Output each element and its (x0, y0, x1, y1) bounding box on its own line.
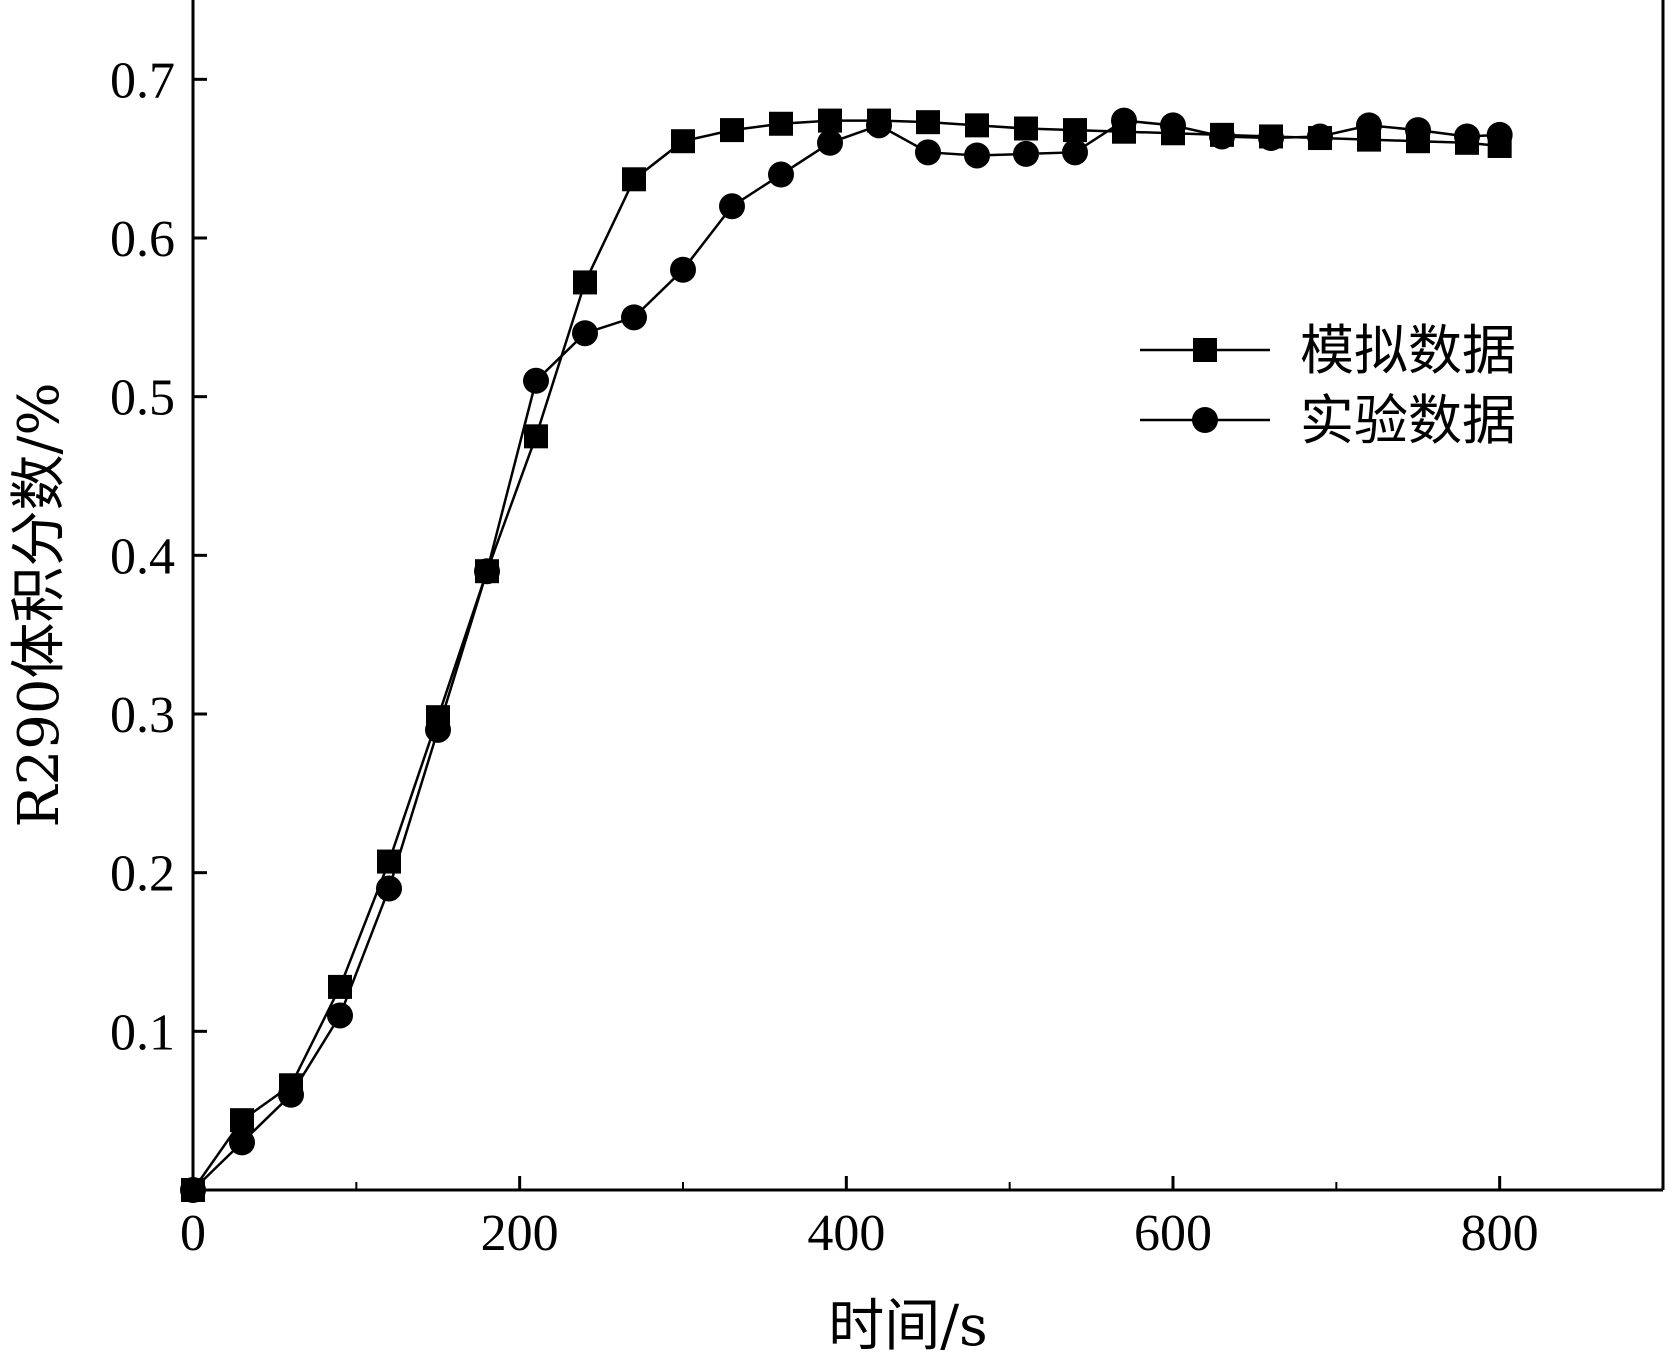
series-line (191, 119, 1500, 1191)
x-tick-label: 0 (180, 1205, 206, 1262)
data-point-circle (1111, 107, 1137, 134)
data-point-circle (180, 1177, 206, 1203)
x-tick-label: 600 (1134, 1205, 1212, 1262)
data-point-circle (1454, 123, 1480, 150)
data-point-circle (229, 1129, 255, 1156)
data-point-square (524, 424, 548, 449)
data-point-circle (523, 367, 549, 394)
data-point-circle (1486, 121, 1513, 148)
data-point-circle (1258, 125, 1284, 152)
legend-circle-marker (1192, 407, 1218, 433)
data-point-square (1063, 118, 1087, 143)
series-line (192, 119, 1500, 1191)
data-point-square (573, 270, 597, 295)
data-point-square (965, 113, 989, 138)
y-tick-label: 0.7 (110, 52, 175, 109)
data-point-circle (964, 142, 990, 169)
legend-square-marker (1193, 338, 1217, 362)
y-axis-title: R290体积分数/% (7, 382, 72, 827)
data-point-circle (327, 1002, 353, 1029)
x-axis-ticks: 0 200 400 600 800 (180, 1176, 1539, 1262)
data-point-circle (1209, 123, 1235, 150)
y-axis-ticks: 0.1 0.2 0.3 0.4 0.5 0.6 0.7 (110, 52, 207, 1061)
data-point-circle (1356, 112, 1382, 139)
data-point-circle (621, 304, 647, 331)
series-layer (180, 107, 1513, 1203)
data-point-circle (572, 320, 598, 347)
data-point-square (720, 118, 744, 143)
data-point-square (671, 129, 695, 154)
data-point-square (818, 108, 842, 133)
data-point-circle (474, 558, 500, 585)
data-point-circle (425, 716, 451, 743)
y-tick-label: 0.5 (110, 370, 175, 427)
x-tick-label: 400 (807, 1205, 885, 1262)
data-point-square (1014, 116, 1038, 141)
data-point-circle (866, 112, 892, 139)
data-point-circle (1062, 139, 1088, 166)
x-tick-label: 200 (481, 1205, 559, 1262)
data-point-circle (768, 161, 794, 188)
data-point-circle (376, 875, 402, 902)
legend-label: 实验数据 (1300, 389, 1516, 452)
data-point-circle (670, 256, 696, 283)
y-tick-label: 0.1 (110, 1004, 175, 1061)
y-tick-label: 0.2 (110, 846, 175, 903)
data-point-square (769, 111, 793, 136)
x-tick-label: 800 (1461, 1205, 1539, 1262)
legend-label: 模拟数据 (1300, 319, 1516, 382)
plot-frame (191, 0, 1665, 1192)
data-point-circle (1307, 123, 1333, 150)
data-point-square (230, 1108, 254, 1133)
data-point-circle (719, 193, 745, 220)
data-point-circle (1013, 140, 1039, 167)
series-2 (180, 107, 1513, 1203)
x-axis-title: 时间/s (828, 1294, 988, 1359)
series-1 (181, 108, 1512, 1202)
data-point-circle (817, 129, 843, 156)
data-point-square (916, 110, 940, 135)
data-point-circle (1405, 117, 1431, 144)
data-point-circle (915, 139, 941, 166)
data-point-square (622, 167, 646, 192)
data-point-circle (1160, 112, 1186, 139)
y-tick-label: 0.3 (110, 687, 175, 744)
y-tick-label: 0.6 (110, 211, 175, 268)
y-tick-label: 0.4 (110, 528, 175, 585)
data-point-circle (278, 1081, 304, 1108)
